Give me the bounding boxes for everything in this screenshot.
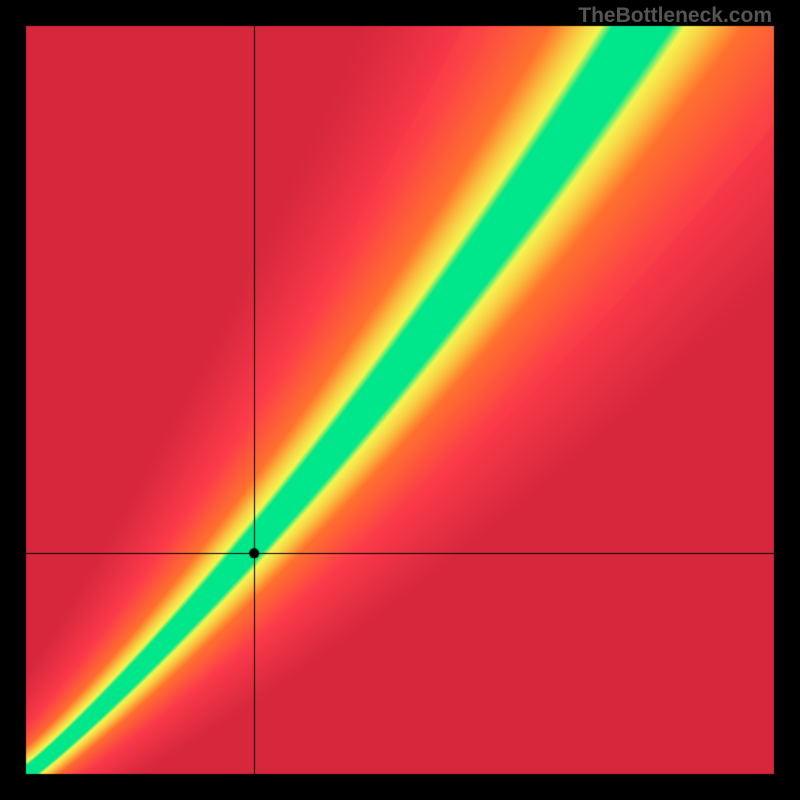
watermark-text: TheBottleneck.com xyxy=(578,4,772,28)
chart-container: { "watermark_text": "TheBottleneck.com",… xyxy=(0,0,800,800)
heatmap-canvas xyxy=(0,0,800,800)
